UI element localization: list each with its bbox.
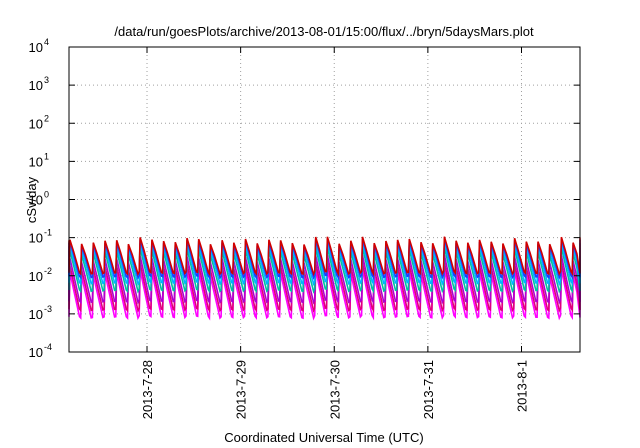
x-tick-label: 2013-8-1	[514, 360, 529, 412]
y-tick-label: 10	[29, 154, 43, 169]
x-tick-labels: 2013-7-28 2013-7-29 2013-7-30 2013-7-31 2013…	[140, 360, 529, 419]
y-tick-label: 10	[29, 269, 43, 284]
y-tick-exponent: -3	[44, 304, 52, 314]
grid-lines	[69, 47, 580, 352]
plot-frame	[68, 46, 581, 353]
y-tick-label: 10	[29, 231, 43, 246]
chart-title: /data/run/goesPlots/archive/2013-08-01/1…	[114, 24, 534, 39]
y-tick-label: 10	[29, 345, 43, 360]
axis-ticks	[69, 46, 580, 353]
series-line	[68, 236, 581, 277]
x-tick-label: 2013-7-28	[140, 360, 155, 419]
y-tick-label: 10	[29, 40, 43, 55]
x-tick-label: 2013-7-30	[327, 360, 342, 419]
y-axis-label: cSv/day	[24, 176, 39, 223]
y-tick-exponent: 0	[44, 190, 49, 200]
x-tick-label: 2013-7-31	[421, 360, 436, 419]
y-tick-label: 10	[29, 116, 43, 131]
y-tick-label: 10	[29, 307, 43, 322]
y-tick-exponent: -2	[44, 266, 52, 276]
x-axis-label: Coordinated Universal Time (UTC)	[224, 430, 423, 445]
y-tick-label: 10	[29, 78, 43, 93]
x-tick-label: 2013-7-29	[234, 360, 249, 419]
y-tick-exponent: -1	[44, 228, 52, 238]
series-group	[68, 236, 581, 321]
y-tick-exponent: -4	[44, 342, 52, 352]
y-tick-label: 10	[29, 193, 43, 208]
y-tick-exponent: 4	[44, 37, 49, 47]
y-tick-exponent: 3	[44, 75, 49, 85]
y-tick-exponent: 1	[44, 151, 49, 161]
y-tick-exponent: 2	[44, 113, 49, 123]
